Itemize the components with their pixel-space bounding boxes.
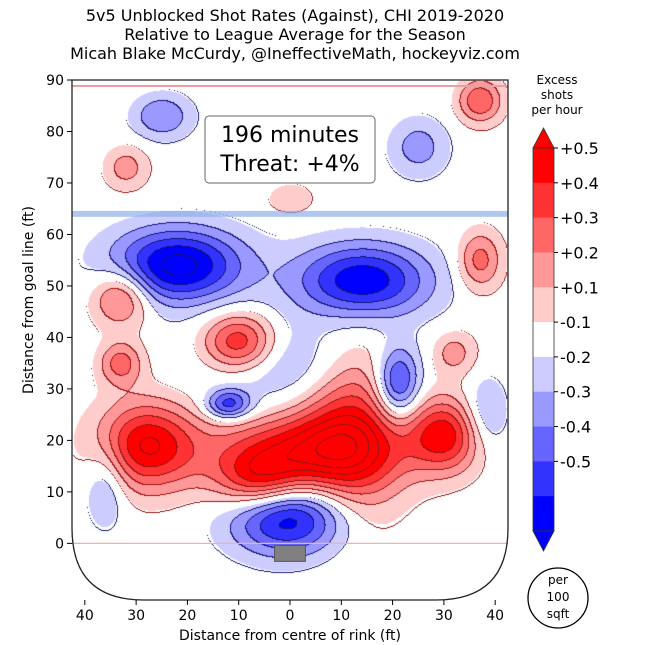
annotation-box xyxy=(204,115,376,184)
colorbar-swatch xyxy=(533,322,554,358)
x-tick-label: 40 xyxy=(76,608,94,624)
colorbar-title-2: shots xyxy=(541,88,573,102)
colorbar-label: +0.3 xyxy=(560,209,599,228)
y-axis-label: Distance from goal line (ft) xyxy=(21,206,37,394)
colorbar-title-1: Excess xyxy=(537,73,578,87)
colorbar-label: -0.4 xyxy=(560,418,591,437)
colorbar-bottom-arrow xyxy=(532,530,555,552)
title-line-2: Relative to League Average for the Seaso… xyxy=(124,25,466,44)
colorbar-frame xyxy=(532,147,555,532)
colorbar-swatch xyxy=(533,496,554,532)
colorbar-label: -0.5 xyxy=(560,452,591,471)
x-tick-label: 20 xyxy=(178,608,196,624)
colorbar-swatch xyxy=(533,287,554,323)
colorbar-label: +0.2 xyxy=(560,243,599,262)
y-tick-label: 80 xyxy=(46,124,64,140)
title-line-3: Micah Blake McCurdy, @IneffectiveMath, h… xyxy=(70,44,520,63)
x-axis-label: Distance from centre of rink (ft) xyxy=(179,628,401,644)
x-tick-label: 30 xyxy=(127,608,145,624)
title-line-1: 5v5 Unblocked Shot Rates (Against), CHI … xyxy=(85,6,505,25)
y-tick-label: 30 xyxy=(46,382,64,398)
unit-label-1: per xyxy=(548,573,568,587)
unit-circle xyxy=(527,567,589,629)
colorbar-swatch xyxy=(533,217,554,253)
colorbar-swatch xyxy=(533,461,554,497)
y-tick-label: 10 xyxy=(46,485,64,501)
colorbar-swatch xyxy=(533,182,554,219)
annotation-minutes: 196 minutes xyxy=(221,123,359,148)
x-tick-label: 10 xyxy=(332,608,350,624)
colorbar-label: -0.2 xyxy=(560,348,591,367)
y-tick-label: 0 xyxy=(55,536,64,552)
goal-net xyxy=(274,544,306,562)
y-tick-label: 90 xyxy=(46,73,64,89)
colorbar-swatch xyxy=(533,426,554,462)
x-tick-label: 0 xyxy=(286,608,295,624)
colorbar-swatch xyxy=(533,252,554,288)
colorbar-swatch xyxy=(533,391,554,428)
unit-label-2: 100 xyxy=(547,590,570,604)
colorbar-swatch xyxy=(533,356,554,393)
colorbar-top-arrow xyxy=(532,127,555,149)
unit-label-3: sqft xyxy=(547,607,570,621)
colorbar-label: +0.1 xyxy=(560,278,599,297)
colorbar-label: -0.1 xyxy=(560,313,591,332)
colorbar-label: +0.4 xyxy=(560,174,599,193)
y-tick-label: 60 xyxy=(46,227,64,243)
y-tick-label: 20 xyxy=(46,433,64,449)
colorbar-label: -0.3 xyxy=(560,383,591,402)
colorbar-swatch xyxy=(533,148,554,184)
x-tick-label: 10 xyxy=(230,608,248,624)
colorbar-label: +0.5 xyxy=(560,139,599,158)
x-tick-label: 40 xyxy=(486,608,504,624)
x-tick-label: 30 xyxy=(435,608,453,624)
blue-line xyxy=(72,210,508,217)
x-tick-label: 20 xyxy=(384,608,402,624)
annotation-threat: Threat: +4% xyxy=(219,152,359,177)
y-tick-label: 40 xyxy=(46,330,64,346)
y-tick-label: 70 xyxy=(46,176,64,192)
y-tick-label: 50 xyxy=(46,279,64,295)
rink-boards xyxy=(71,79,509,601)
colorbar-title-3: per hour xyxy=(531,103,582,117)
